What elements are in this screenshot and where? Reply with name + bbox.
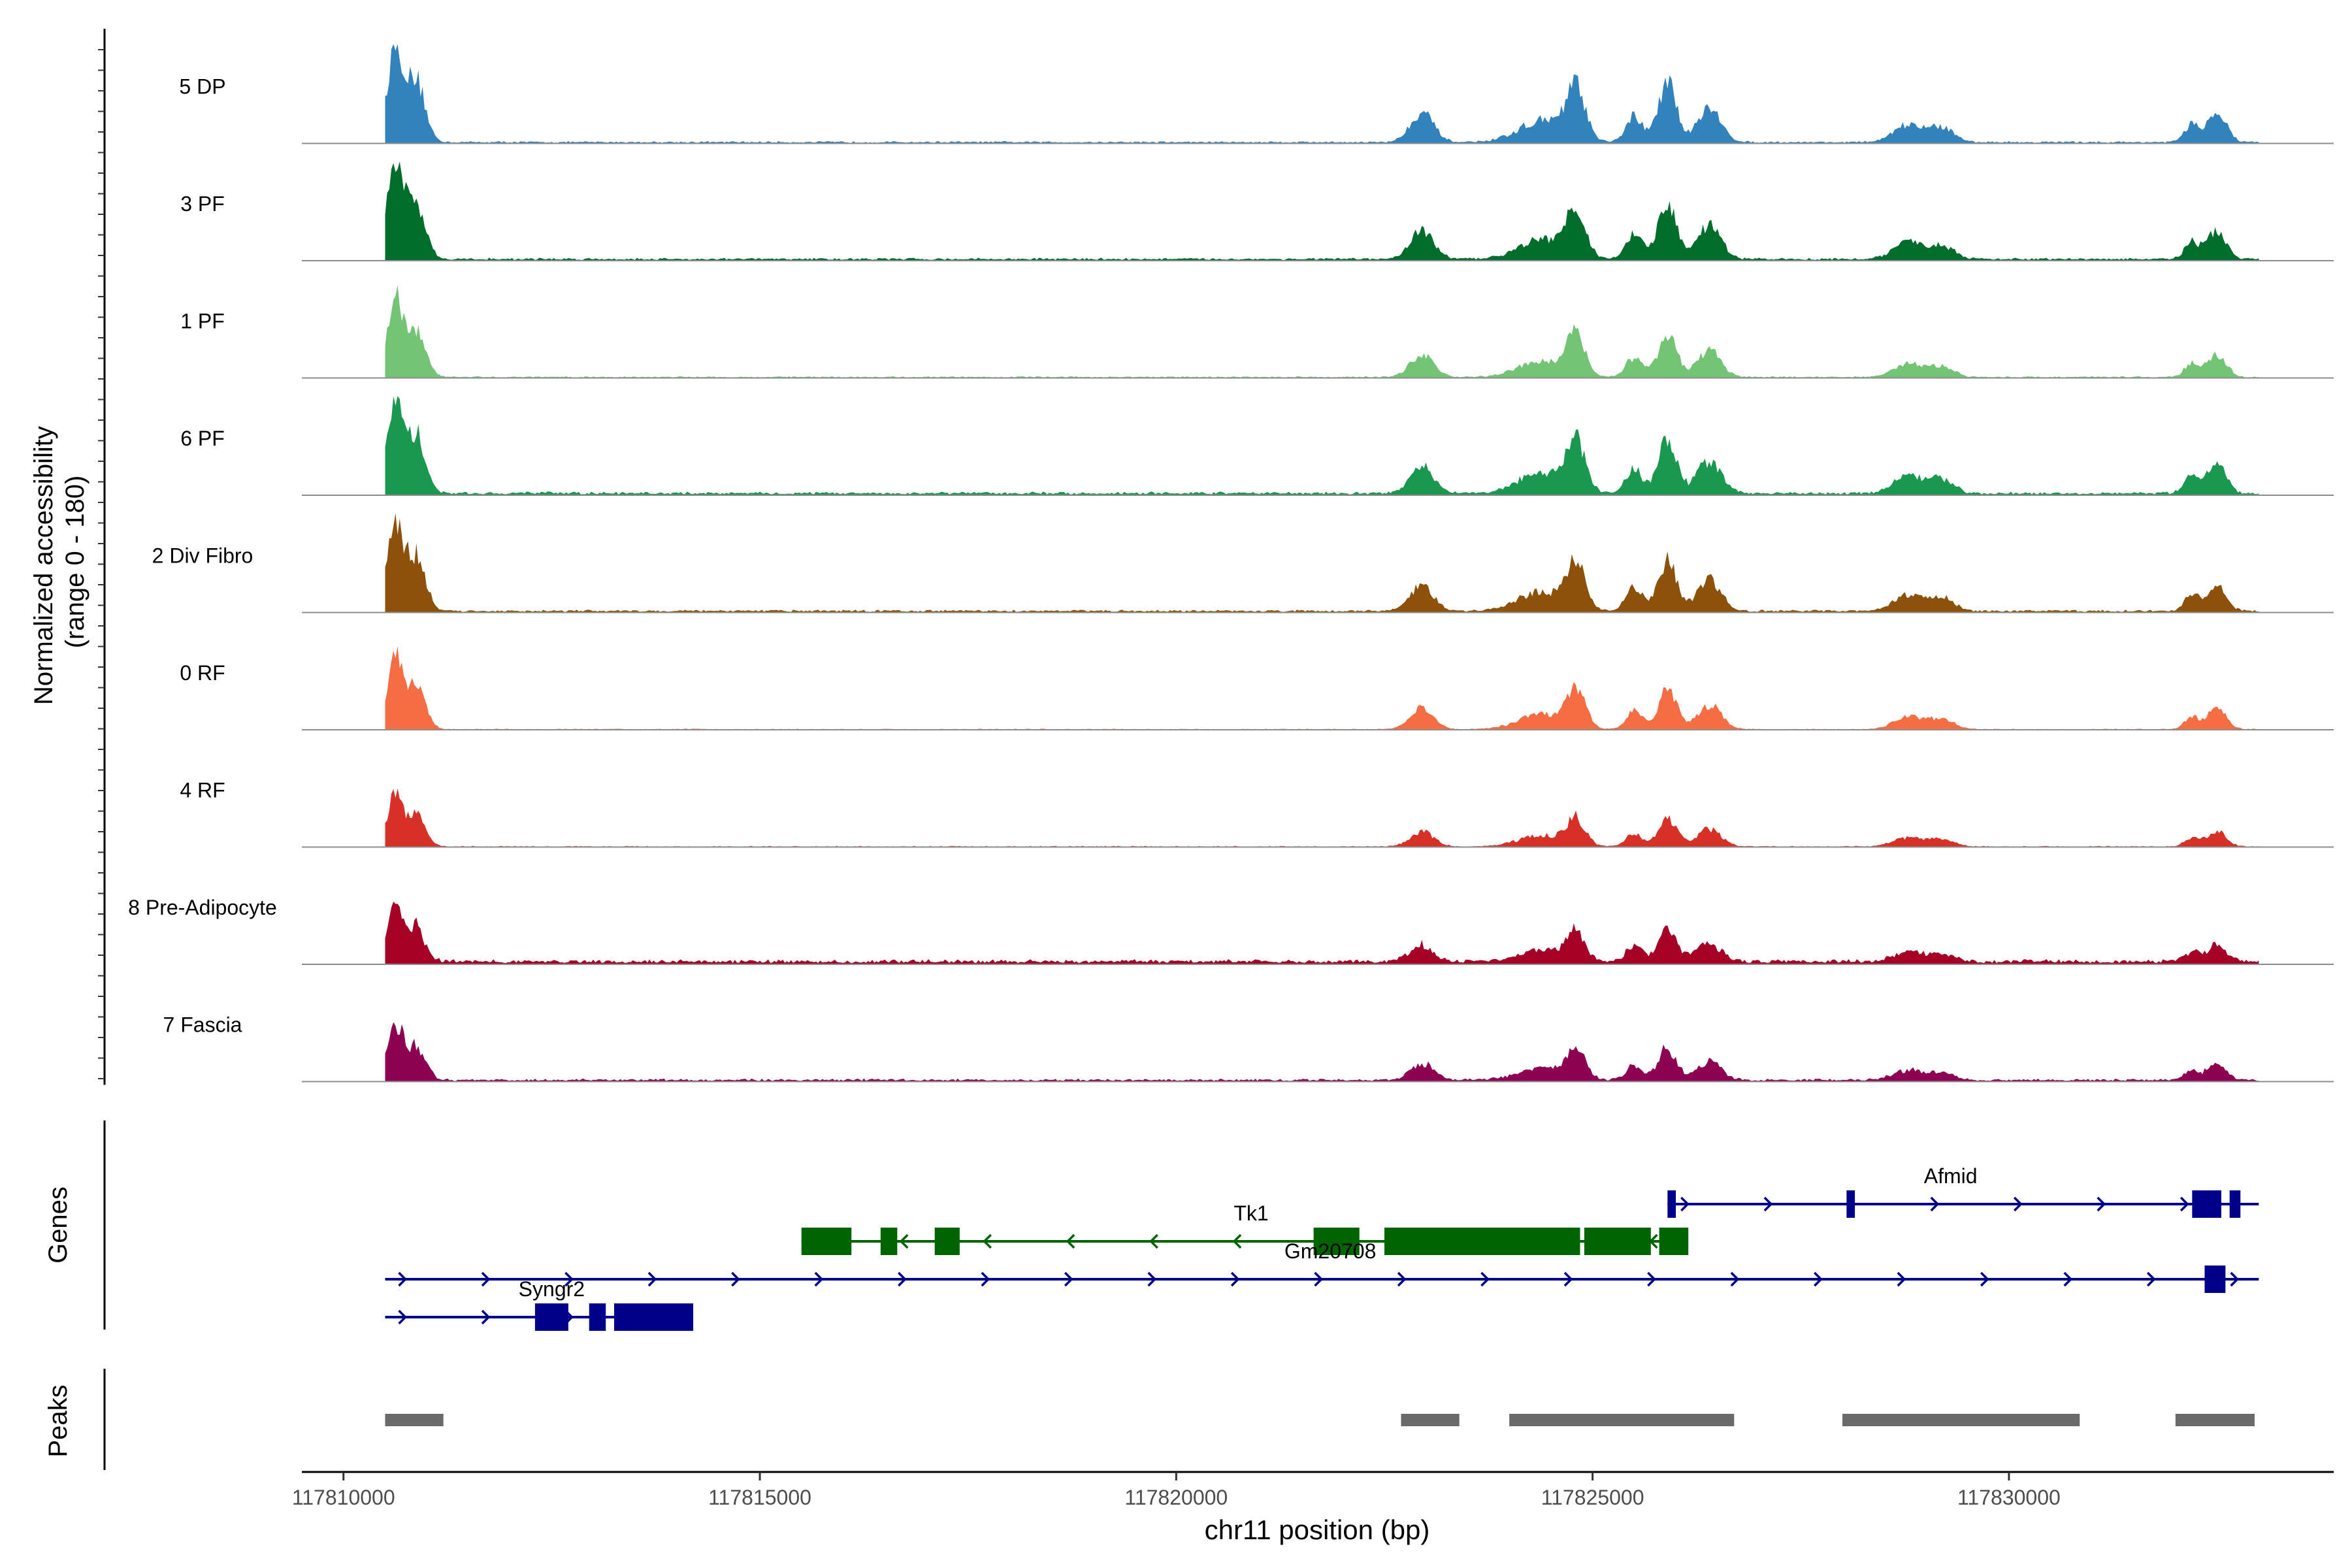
track-label-3: 6 PF	[180, 427, 225, 450]
gene-arrow-0-0	[1680, 1196, 1690, 1212]
gene-arrow-1-2	[983, 1233, 992, 1249]
exon-1-5	[1584, 1228, 1651, 1255]
coverage-track-6	[385, 788, 2259, 847]
gene-arrow-2-4	[731, 1271, 740, 1287]
gene-arrow-2-14	[1563, 1271, 1573, 1287]
track-label-7: 8 Pre-Adipocyte	[128, 896, 277, 919]
coverage-track-0	[385, 44, 2259, 144]
coverage-track-5	[385, 645, 2259, 730]
exon-0-1	[1846, 1190, 1855, 1218]
exon-1-4	[1384, 1228, 1580, 1255]
gene-arrow-2-17	[1814, 1271, 1823, 1287]
exon-1-1	[880, 1228, 898, 1255]
gene-arrow-2-2	[564, 1271, 574, 1287]
coverage-track-7	[385, 902, 2259, 964]
gene-label-0: Afmid	[1924, 1164, 1978, 1188]
x-tick-label-0: 117810000	[292, 1486, 395, 1509]
track-label-0: 5 DP	[179, 75, 225, 99]
x-axis-title: chr11 position (bp)	[1205, 1514, 1430, 1545]
y-axis: Normalized accessibility (range 0 - 180)	[29, 29, 106, 1085]
gene-arrow-1-1	[899, 1233, 909, 1249]
peaks-panel: Peaks	[44, 1369, 2255, 1470]
gene-label-1: Tk1	[1233, 1201, 1268, 1225]
coverage-track-2	[385, 285, 2259, 378]
peak-region-2	[1509, 1414, 1735, 1426]
gene-arrow-1-4	[1149, 1233, 1158, 1249]
gene-arrow-2-6	[898, 1271, 907, 1287]
gene-arrow-2-1	[481, 1271, 491, 1287]
gene-label-2: Gm20708	[1284, 1239, 1377, 1263]
gene-arrow-1-3	[1066, 1233, 1075, 1249]
gene-arrow-2-15	[1647, 1271, 1656, 1287]
gene-arrow-0-5	[2097, 1196, 2106, 1212]
exon-1-2	[934, 1228, 960, 1255]
track-label-5: 0 RF	[180, 661, 225, 685]
x-tick-label-4: 117830000	[1957, 1486, 2061, 1509]
exon-1-3	[1313, 1228, 1360, 1255]
gene-arrow-2-12	[1397, 1271, 1407, 1287]
gene-arrow-2-20	[2063, 1271, 2073, 1287]
gene-arrow-2-7	[981, 1271, 990, 1287]
gene-arrow-1-5	[1232, 1233, 1242, 1249]
x-tick-label-1: 117815000	[708, 1486, 811, 1509]
x-tick-label-2: 117820000	[1124, 1486, 1228, 1509]
track-label-1: 3 PF	[180, 192, 225, 216]
exon-3-2	[613, 1303, 694, 1331]
peak-region-1	[1401, 1414, 1460, 1426]
gene-arrow-2-10	[1230, 1271, 1240, 1287]
exon-0-3	[2229, 1190, 2241, 1218]
gene-arrow-0-4	[2013, 1196, 2023, 1212]
gene-arrow-2-0	[398, 1271, 407, 1287]
peak-region-3	[1842, 1414, 2080, 1426]
gene-arrow-2-22	[2230, 1271, 2240, 1287]
peaks-axis-title: Peaks	[44, 1384, 73, 1457]
gene-arrow-2-16	[1730, 1271, 1740, 1287]
exon-0-2	[2192, 1190, 2221, 1218]
peak-region-4	[2175, 1414, 2255, 1426]
gene-arrow-2-3	[647, 1271, 657, 1287]
gene-arrow-3-0	[398, 1309, 407, 1325]
gene-label-3: Syngr2	[519, 1277, 585, 1301]
coverage-track-8	[385, 1022, 2259, 1082]
coverage-track-3	[385, 396, 2259, 495]
gene-arrow-0-1	[1763, 1196, 1773, 1212]
gene-arrow-3-1	[481, 1309, 491, 1325]
x-axis: chr11 position (bp) 117810000 117815000 11…	[292, 1471, 2334, 1545]
exon-0-0	[1667, 1190, 1676, 1218]
genes-panel: Genes Afmid Tk1 Gm20708 Syngr2	[44, 1120, 2259, 1331]
y-axis-title-line1: Normalized accessibility	[29, 426, 58, 705]
gene-arrow-2-19	[1980, 1271, 1989, 1287]
tracks-panel: 5 DP 3 PF 1 PF 6 PF 2 Div Fibro 0 RF 4 RF 8 Pre…	[128, 44, 2334, 1083]
genes-axis-title: Genes	[44, 1186, 73, 1264]
y-axis-title: Normalized accessibility (range 0 - 180)	[29, 419, 90, 705]
gene-arrow-2-13	[1480, 1271, 1490, 1287]
gene-arrow-2-18	[1897, 1271, 1906, 1287]
peak-region-0	[385, 1414, 444, 1426]
coverage-track-1	[385, 161, 2259, 261]
gene-arrow-0-3	[1930, 1196, 1940, 1212]
x-tick-label-3: 117825000	[1541, 1486, 1644, 1509]
gene-arrow-0-6	[2180, 1196, 2189, 1212]
exon-1-6	[1659, 1228, 1689, 1255]
track-label-4: 2 Div Fibro	[152, 544, 253, 568]
gene-arrow-2-9	[1147, 1271, 1157, 1287]
track-label-6: 4 RF	[180, 779, 225, 802]
gene-arrow-2-5	[814, 1271, 824, 1287]
gene-arrow-2-8	[1064, 1271, 1073, 1287]
gene-arrow-2-11	[1314, 1271, 1324, 1287]
y-axis-title-line2: (range 0 - 180)	[61, 476, 90, 649]
exon-3-0	[534, 1303, 568, 1331]
exon-1-0	[801, 1228, 852, 1255]
track-label-8: 7 Fascia	[163, 1013, 242, 1037]
gene-arrow-2-21	[2146, 1271, 2156, 1287]
exon-3-1	[589, 1303, 606, 1331]
track-label-2: 1 PF	[180, 310, 225, 333]
exon-2-0	[2204, 1266, 2226, 1293]
coverage-track-4	[385, 513, 2259, 613]
